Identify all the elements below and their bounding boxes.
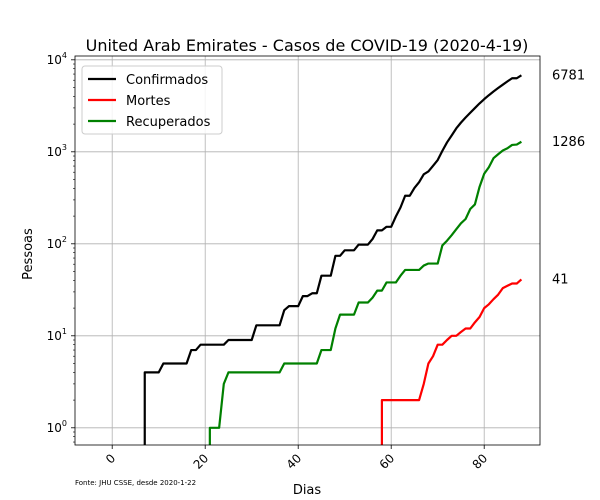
end-label-confirmados: 6781 — [552, 68, 585, 83]
y-tick-label: 100 — [47, 419, 67, 435]
x-tick-label: 80 — [470, 451, 491, 472]
y-tick-label: 103 — [47, 143, 67, 159]
series-line-confirmados — [143, 74, 522, 445]
series-line-mortes — [380, 278, 523, 445]
x-axis-label: Dias — [293, 483, 322, 498]
y-tick-label: 102 — [47, 235, 67, 251]
x-tick-label: 0 — [103, 451, 118, 466]
series-line-recuperados — [208, 140, 522, 445]
legend-box — [81, 65, 223, 135]
series-layer — [143, 74, 523, 445]
chart-title: United Arab Emirates - Casos de COVID-19… — [86, 36, 529, 55]
tick-layer: 0 20 40 60 80 100 101 102 103 104 — [47, 51, 491, 472]
end-label-mortes: 41 — [552, 272, 569, 287]
end-labels: 6781 41 1286 — [552, 68, 585, 287]
x-tick-label: 20 — [191, 451, 212, 472]
plot-frame — [74, 55, 541, 446]
legend: Confirmados Mortes Recuperados — [81, 65, 223, 135]
y-tick-label: 104 — [47, 51, 67, 67]
y-axis-label: Pessoas — [21, 228, 36, 280]
y-tick-label: 101 — [47, 327, 67, 343]
legend-label: Recuperados — [126, 115, 211, 130]
legend-label: Confirmados — [126, 73, 208, 88]
x-tick-label: 60 — [377, 451, 398, 472]
source-note: Fonte: JHU CSSE, desde 2020-1-22 — [75, 479, 197, 487]
x-tick-label: 40 — [284, 451, 305, 472]
end-label-recuperados: 1286 — [552, 135, 585, 150]
legend-label: Mortes — [126, 94, 171, 109]
